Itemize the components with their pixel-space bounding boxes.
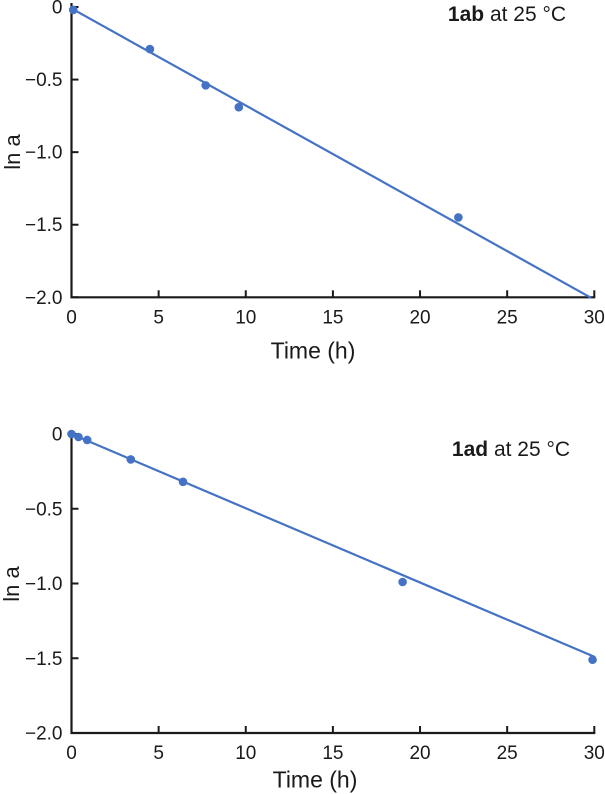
y-tick-label: −0.5	[25, 499, 63, 520]
chart-title-1ad: 1ad at 25 °C	[452, 438, 570, 462]
plot-area-1ad: 0 5 10 15 20 25 30 0 −0.5 −1.0 −1.5 −2.0	[25, 425, 605, 765]
data-point	[74, 432, 83, 442]
data-point	[67, 429, 76, 439]
data-point	[454, 213, 463, 222]
x-axis-label: Time (h)	[270, 337, 356, 364]
axes	[70, 430, 596, 735]
y-tick-label: −1.5	[25, 215, 63, 236]
y-tick-label: −1.5	[25, 649, 63, 670]
chart-title-1ab: 1ab at 25 °C	[448, 3, 566, 27]
x-tick-label: 25	[497, 743, 518, 764]
y-tick-label: −0.5	[25, 70, 63, 91]
fit-line	[70, 432, 596, 658]
y-tick-label: −1.0	[25, 574, 63, 595]
data-point	[145, 44, 155, 54]
x-tick-label: 15	[322, 743, 343, 764]
fit-line	[70, 7, 592, 299]
y-tick-label: −1.0	[25, 143, 63, 164]
data-point	[201, 81, 210, 90]
compound-id: 1ad	[451, 438, 489, 461]
y-axis-label: ln a	[0, 566, 24, 602]
data-point	[398, 577, 407, 587]
chart-1ab: 0 5 10 15 20 25 30 0 −0.5 −1.0 −1.5 −2.0 1ab at 25 …	[0, 0, 605, 364]
x-tick-label: 15	[322, 307, 343, 328]
data-point	[588, 655, 597, 665]
x-tick-label: 10	[235, 743, 256, 764]
y-axis-label: ln a	[0, 134, 25, 170]
x-axis-label: Time (h)	[272, 766, 358, 793]
y-tick-label: −2.0	[25, 288, 63, 309]
y-tick-label: 0	[52, 0, 63, 19]
x-tick-label: 0	[66, 307, 77, 328]
x-tick-label: 5	[153, 307, 164, 328]
title-condition: at 25 °C	[484, 3, 567, 26]
x-tick-label: 30	[584, 307, 605, 328]
data-point	[234, 102, 244, 112]
x-tick-label: 10	[235, 307, 256, 328]
x-tick-label: 25	[497, 307, 518, 328]
chart-1ad: 0 5 10 15 20 25 30 0 −0.5 −1.0 −1.5 −2.0 1ad at 25 …	[0, 397, 605, 794]
data-point	[126, 455, 136, 464]
y-tick-label: −2.0	[25, 724, 63, 745]
data-point	[178, 477, 188, 487]
y-tick-label: 0	[52, 425, 63, 446]
title-condition: at 25 °C	[488, 438, 571, 461]
data-point	[68, 5, 78, 15]
x-tick-label: 0	[66, 743, 77, 764]
x-tick-label: 20	[409, 743, 430, 764]
data-point	[82, 435, 92, 445]
compound-id: 1ab	[447, 3, 485, 26]
plot-area-1ab: 0 5 10 15 20 25 30 0 −0.5 −1.0 −1.5 −2.0	[25, 0, 605, 328]
x-tick-label: 30	[584, 743, 605, 764]
x-tick-label: 5	[153, 743, 164, 764]
x-tick-label: 20	[409, 307, 430, 328]
